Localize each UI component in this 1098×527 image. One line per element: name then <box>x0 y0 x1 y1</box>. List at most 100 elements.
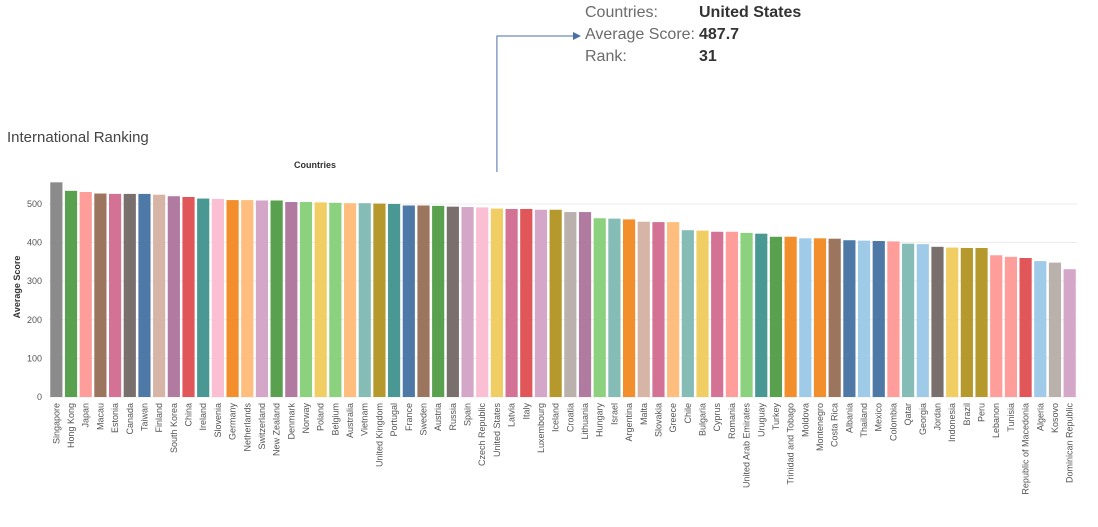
bar[interactable] <box>990 255 1003 397</box>
bar[interactable] <box>564 212 577 397</box>
bar[interactable] <box>975 247 988 397</box>
bar[interactable] <box>299 202 313 397</box>
bar[interactable] <box>153 194 166 397</box>
bar[interactable] <box>1004 256 1018 397</box>
bar[interactable] <box>314 202 327 397</box>
bar[interactable] <box>226 200 239 397</box>
x-tick-label: Colombia <box>888 403 898 441</box>
bar[interactable] <box>358 203 371 397</box>
x-tick-label: Luxembourg <box>536 403 546 453</box>
bar[interactable] <box>417 205 430 397</box>
y-tick-label: 400 <box>27 238 42 248</box>
page-title: International Ranking <box>7 129 149 146</box>
x-tick-label: Croatia <box>565 403 575 432</box>
x-tick-label: Hungary <box>595 403 605 438</box>
bar[interactable] <box>549 209 562 397</box>
bar[interactable] <box>608 218 621 397</box>
bar[interactable] <box>1048 262 1062 397</box>
bar[interactable] <box>946 247 959 397</box>
bar[interactable] <box>520 208 533 397</box>
x-tick-label: Austria <box>433 403 443 431</box>
x-tick-label: South Korea <box>169 403 179 453</box>
x-tick-label: Vietnam <box>360 403 370 436</box>
bar[interactable] <box>696 230 709 397</box>
bar[interactable] <box>461 207 474 397</box>
bar[interactable] <box>1063 269 1076 397</box>
bar[interactable] <box>593 218 606 397</box>
bar[interactable] <box>402 205 415 397</box>
bar[interactable] <box>681 230 694 397</box>
x-tick-label: United Arab Emirates <box>742 403 752 489</box>
bar[interactable] <box>667 222 680 397</box>
bar[interactable] <box>872 241 885 397</box>
bar[interactable] <box>108 193 122 397</box>
bar[interactable] <box>622 219 636 397</box>
bar[interactable] <box>769 236 783 397</box>
x-tick-label: Italy <box>521 403 531 420</box>
tooltip: Countries: United States Average Score: … <box>585 2 801 68</box>
bar[interactable] <box>94 193 107 397</box>
x-tick-label: Russia <box>448 403 458 431</box>
bar[interactable] <box>1019 258 1032 397</box>
bar[interactable] <box>637 221 650 397</box>
bar[interactable] <box>270 200 283 397</box>
bar[interactable] <box>505 208 518 397</box>
x-tick-label: New Zealand <box>272 403 282 456</box>
x-tick-label: Switzerland <box>257 403 267 450</box>
bar[interactable] <box>241 200 254 397</box>
bar[interactable] <box>490 208 504 397</box>
bar[interactable] <box>857 240 871 397</box>
bar[interactable] <box>388 203 401 397</box>
bar[interactable] <box>255 200 269 397</box>
bar[interactable] <box>813 238 827 397</box>
bar[interactable] <box>329 202 342 397</box>
bar[interactable] <box>740 232 753 397</box>
bars <box>50 182 1076 397</box>
bar[interactable] <box>64 190 78 397</box>
bar[interactable] <box>652 222 665 397</box>
bar[interactable] <box>476 207 489 397</box>
tooltip-label: Rank: <box>585 48 627 65</box>
x-tick-label: Thailand <box>859 403 869 438</box>
bar[interactable] <box>843 240 856 397</box>
bar[interactable] <box>285 202 298 397</box>
x-tick-label: Lithuania <box>580 403 590 440</box>
bar[interactable] <box>799 238 812 397</box>
x-tick-label: Qatar <box>903 403 913 426</box>
bar[interactable] <box>182 197 195 397</box>
bar[interactable] <box>211 198 224 397</box>
bar[interactable] <box>167 196 180 397</box>
bar[interactable] <box>887 241 900 397</box>
bar[interactable] <box>931 246 944 397</box>
bar[interactable] <box>432 205 445 397</box>
x-tick-label: Slovakia <box>653 403 663 437</box>
bar[interactable] <box>916 244 929 397</box>
x-tick-label: Germany <box>228 403 238 441</box>
bar[interactable] <box>123 193 136 397</box>
bar[interactable] <box>343 203 357 397</box>
bar[interactable] <box>711 231 724 397</box>
bar[interactable] <box>534 209 548 397</box>
bar[interactable] <box>784 236 797 397</box>
bar[interactable] <box>725 231 738 397</box>
bar[interactable] <box>755 233 768 397</box>
x-tick-label: Taiwan <box>139 403 149 431</box>
x-tick-label: Moldova <box>800 403 810 437</box>
x-tick-label: Indonesia <box>947 403 957 442</box>
bar[interactable] <box>50 182 63 397</box>
bar[interactable] <box>578 212 592 397</box>
bar[interactable] <box>960 247 973 397</box>
x-tick-label: Estonia <box>110 403 120 433</box>
bar[interactable] <box>373 203 386 397</box>
bar[interactable] <box>902 243 915 397</box>
bar[interactable] <box>79 191 92 397</box>
x-tick-label: Iceland <box>551 403 561 432</box>
bar[interactable] <box>446 206 459 397</box>
bar[interactable] <box>138 193 151 397</box>
x-tick-label: Jordan <box>932 403 942 431</box>
bar[interactable] <box>1034 261 1047 397</box>
x-tick-label: Denmark <box>286 403 296 440</box>
bar[interactable] <box>197 198 210 397</box>
x-tick-label: Mexico <box>874 403 884 432</box>
bar[interactable] <box>828 238 841 397</box>
